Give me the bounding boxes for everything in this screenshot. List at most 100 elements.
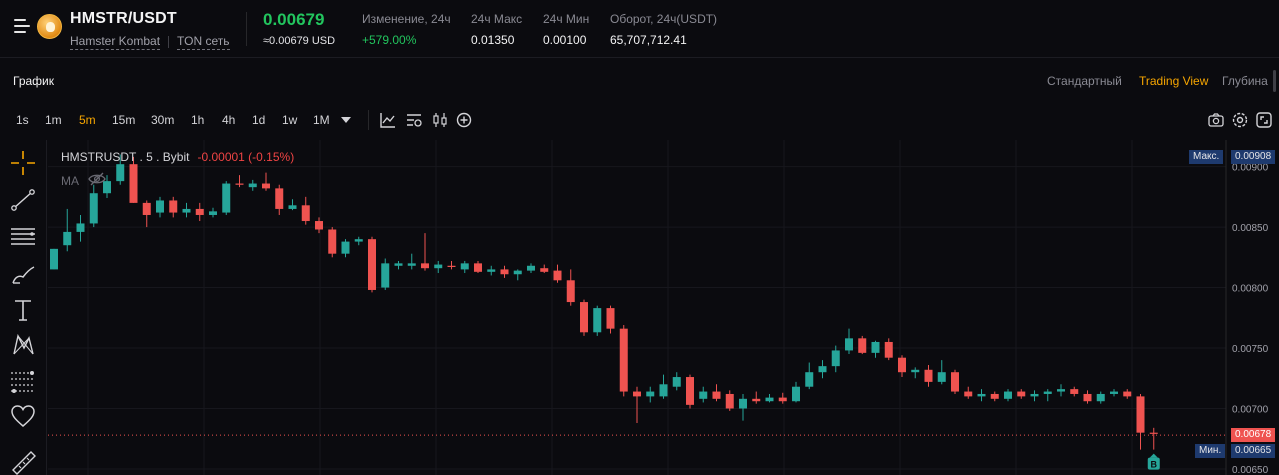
candle — [381, 258, 390, 290]
brush-icon[interactable] — [10, 261, 36, 287]
candle — [421, 233, 429, 271]
project-name-link[interactable]: Hamster Kombat — [70, 34, 161, 50]
candle-body — [1070, 389, 1079, 394]
candle-body — [513, 270, 522, 275]
candle — [792, 381, 800, 403]
timeframe-dropdown-icon[interactable] — [339, 113, 353, 127]
candle — [513, 269, 522, 281]
menu-icon[interactable] — [14, 18, 32, 34]
timeframe-1d[interactable]: 1d — [252, 113, 266, 127]
tab-depth-view[interactable]: Глубина — [1222, 74, 1268, 88]
candle-body — [898, 357, 906, 373]
candle — [646, 386, 655, 403]
ruler-icon[interactable] — [10, 449, 36, 475]
candle-body — [89, 193, 98, 224]
pattern-icon[interactable] — [10, 332, 36, 358]
usd-price: ≈0.00679 USD — [263, 35, 336, 47]
candle — [778, 392, 787, 404]
timeframe-15m[interactable]: 15m — [112, 113, 136, 127]
candle — [262, 172, 270, 191]
favorite-icon[interactable] — [10, 403, 36, 429]
candle-body — [368, 239, 376, 290]
candle — [765, 393, 774, 403]
horizontal-lines-icon[interactable] — [10, 224, 36, 250]
timeframe-5m[interactable]: 5m — [79, 113, 96, 127]
candle-body — [288, 205, 297, 209]
network-link[interactable]: TON сеть — [177, 34, 230, 50]
candle — [407, 253, 416, 270]
buy-marker-pointer — [1149, 453, 1158, 458]
candle — [1070, 386, 1079, 397]
candle — [686, 374, 694, 409]
candle — [699, 386, 708, 403]
candle — [712, 384, 721, 402]
timeframe-1m[interactable]: 1m — [45, 113, 62, 127]
timeframe-1M[interactable]: 1M — [313, 113, 330, 127]
timeframe-1w[interactable]: 1w — [282, 113, 298, 127]
candle-body — [1110, 391, 1118, 394]
candlestick-chart[interactable]: B 0.009000.008500.008000.007500.007000.0… — [48, 140, 1279, 475]
tab-trading-view[interactable]: Trading View — [1139, 74, 1209, 88]
candle — [884, 338, 893, 361]
candle — [76, 214, 85, 242]
candle — [593, 305, 602, 336]
candle-body — [672, 377, 681, 387]
max-price-tag: 0.00908 — [1231, 149, 1276, 164]
candle-body — [116, 164, 125, 182]
candle-body — [1057, 389, 1065, 392]
candle-body — [315, 221, 323, 230]
hidden-eye-icon[interactable] — [88, 171, 106, 187]
scrollbar-thumb[interactable] — [1273, 70, 1276, 92]
crosshair-icon[interactable] — [10, 150, 36, 176]
candle-body — [699, 391, 708, 399]
stat-label-change: Изменение, 24ч — [362, 12, 451, 26]
candle-body — [341, 241, 350, 254]
candle-body — [1017, 391, 1026, 397]
settings-icon[interactable] — [1231, 111, 1249, 129]
trend-line-icon[interactable] — [10, 187, 36, 213]
candle — [50, 248, 58, 270]
timeframe-30m[interactable]: 30m — [151, 113, 175, 127]
candle — [845, 328, 853, 355]
candle-body — [805, 372, 814, 387]
pair-title[interactable]: HMSTR/USDT — [70, 10, 177, 27]
timeframe-4h[interactable]: 4h — [222, 113, 236, 127]
candle — [447, 260, 456, 270]
candle — [275, 184, 284, 215]
candle — [182, 202, 191, 218]
candle — [142, 200, 151, 228]
toolbar-divider — [368, 110, 369, 130]
candle-type-icon[interactable] — [431, 111, 449, 129]
candle-body — [195, 208, 204, 215]
fib-icon[interactable] — [10, 368, 36, 394]
max-price-label: Макс. — [1189, 149, 1224, 164]
candle-body — [818, 366, 827, 373]
candle — [659, 374, 668, 399]
text-icon[interactable] — [10, 297, 36, 323]
candle-body — [447, 265, 456, 267]
ma-indicator-label[interactable]: MA — [61, 174, 79, 188]
candle-body — [871, 341, 880, 353]
timeframe-1h[interactable]: 1h — [191, 113, 205, 127]
candle-body — [527, 265, 535, 271]
coin-logo — [37, 14, 62, 39]
candle-body — [1149, 432, 1158, 434]
candle-body — [951, 372, 959, 392]
tab-chart[interactable]: График — [13, 74, 54, 88]
fullscreen-icon[interactable] — [1255, 111, 1273, 129]
indicators-icon[interactable] — [405, 111, 423, 129]
candle — [553, 264, 562, 283]
candle-body — [646, 391, 655, 397]
candle-body — [765, 397, 774, 402]
add-icon[interactable] — [455, 111, 473, 129]
tab-standard-view[interactable]: Стандартный — [1047, 74, 1122, 88]
price-tick-label: 0.00750 — [1232, 344, 1269, 355]
candle — [169, 196, 178, 218]
line-chart-icon[interactable] — [379, 111, 397, 129]
camera-icon[interactable] — [1207, 111, 1225, 129]
timeframe-1s[interactable]: 1s — [16, 113, 29, 127]
min-price-label: Мин. — [1195, 443, 1226, 458]
candle-body — [1004, 391, 1012, 399]
candle — [898, 355, 906, 378]
candle-body — [50, 248, 58, 270]
